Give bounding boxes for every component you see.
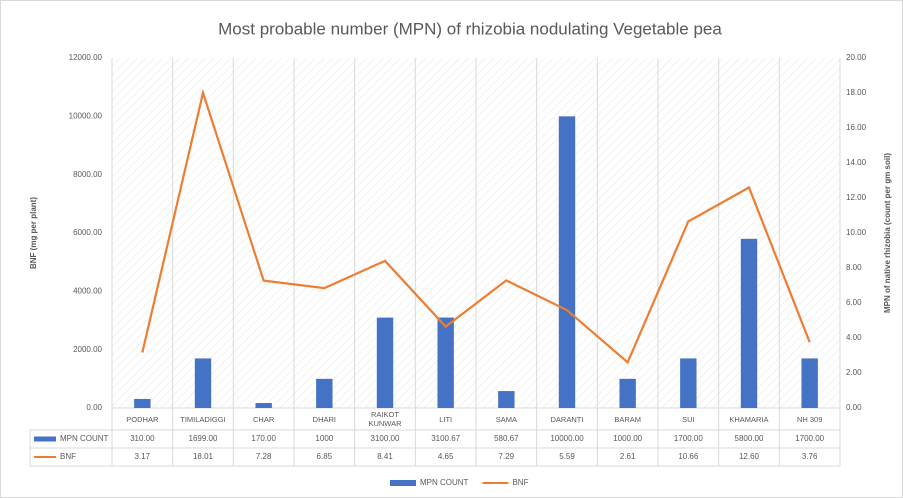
x-tick-label: SUI [682,414,695,424]
x-tick-label: NH 309 [796,414,823,424]
legend-label: BNF [512,478,528,487]
y-tick-label: 10000.00 [69,111,103,120]
y2-tick-label: 10.00 [846,228,867,237]
y-tick-label: 4000.00 [73,286,102,295]
y2-tick-label: 4.00 [846,333,862,342]
y-tick-label: 2000.00 [73,345,102,354]
table-value: 3.76 [802,452,818,461]
table-value: 3.17 [135,452,151,461]
table-value: 10000.00 [550,434,584,443]
table-value: 5800.00 [735,434,764,443]
table-value: 5.59 [559,452,575,461]
legend-key [390,480,416,486]
y2-axis-label: MPN of native rhizobia (count per gm soi… [883,153,892,313]
y-tick-label: 12000.00 [69,53,103,62]
table-value: 1000.00 [613,434,642,443]
table-value: 7.29 [499,452,515,461]
chart-title: Most probable number (MPN) of rhizobia n… [218,19,722,38]
bar [134,398,151,408]
table-value: 1000 [315,434,333,443]
table-value: 12.60 [739,452,760,461]
table-value: 1699.00 [189,434,218,443]
x-tick-label: DHARI [312,414,336,424]
bar [376,317,394,408]
x-tick-label: SAMA [495,414,517,424]
table-value: 4.65 [438,452,454,461]
bar [740,238,758,408]
y-axis-label: BNF (mg per plant) [29,197,38,269]
y2-tick-label: 2.00 [846,368,862,377]
bar [194,358,212,408]
legend-key [34,436,56,442]
y2-tick-label: 0.00 [846,403,862,412]
y2-tick-label: 20.00 [846,53,867,62]
table-value: 10.66 [678,452,699,461]
table-value: 1700.00 [795,434,824,443]
bar [437,317,454,408]
x-tick-label: TIMILADIGGI [180,414,226,424]
table-series-name: MPN COUNT [60,434,109,443]
y-tick-label: 6000.00 [73,228,102,237]
table-value: 8.41 [377,452,393,461]
x-tick-label: LITI [439,414,453,424]
x-tick-label: DARANTI [550,414,584,424]
bar [801,358,818,408]
y2-tick-label: 8.00 [846,263,862,272]
y-tick-label: 8000.00 [73,170,102,179]
table-value: 170.00 [251,434,276,443]
x-tick-label: BARAM [614,414,641,424]
bar [619,378,636,408]
table-series-name: BNF [60,452,76,461]
y2-tick-label: 12.00 [846,193,867,202]
bar [498,391,515,408]
table-value: 18.01 [193,452,214,461]
x-tick-label: PODHAR [126,414,159,424]
x-tick-label: RAIKOT KUNWAR [368,410,402,428]
y2-tick-label: 6.00 [846,298,862,307]
bar [558,116,576,408]
table-value: 7.28 [256,452,272,461]
table-value: 6.85 [317,452,333,461]
line [141,88,811,365]
y2-tick-label: 18.00 [846,88,867,97]
y-tick-label: 0.00 [86,403,102,412]
x-tick-label: CHAR [253,414,275,424]
table-value: 3100.00 [371,434,400,443]
y2-tick-label: 16.00 [846,123,867,132]
y2-tick-label: 14.00 [846,158,867,167]
table-value: 1700.00 [674,434,703,443]
table-value: 3100.67 [431,434,460,443]
bar [680,358,697,408]
bar [316,378,333,408]
x-tick-label: KHAMARIA [729,414,769,424]
table-value: 2.61 [620,452,636,461]
table-value: 580.67 [494,434,519,443]
table-value: 310.00 [130,434,155,443]
legend-label: MPN COUNT [420,478,469,487]
bar [255,403,272,408]
